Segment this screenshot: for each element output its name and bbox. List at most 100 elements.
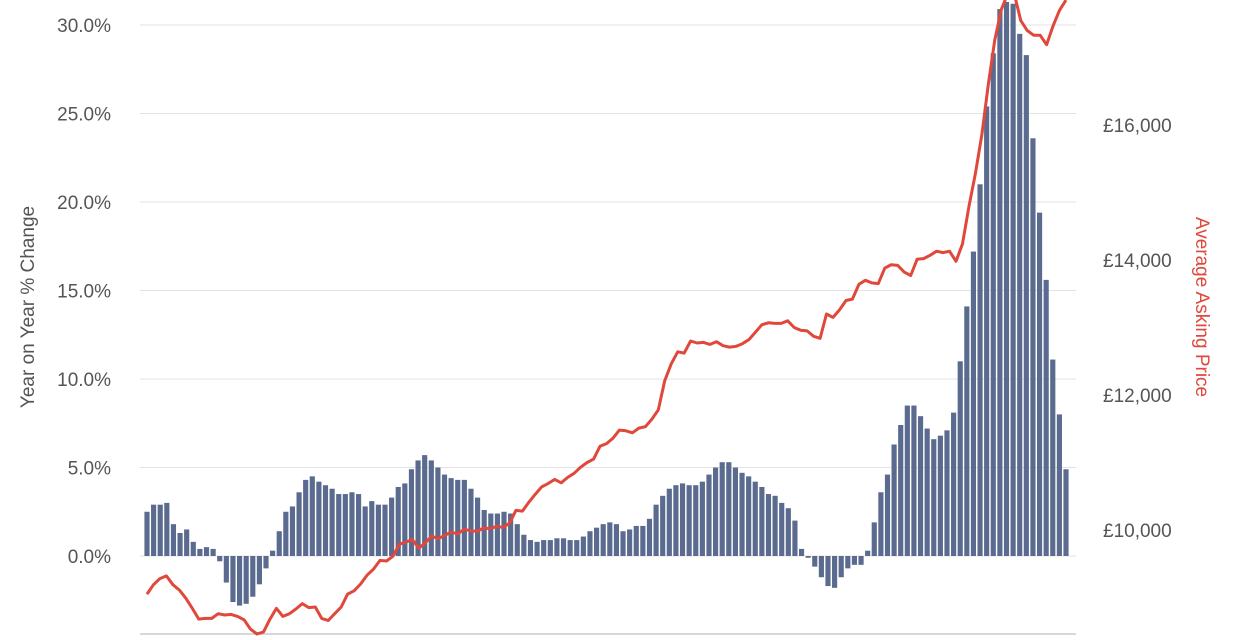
bar	[706, 474, 712, 556]
bar	[627, 529, 633, 556]
bar	[488, 513, 494, 556]
bar	[990, 53, 996, 556]
bar	[825, 556, 831, 587]
bar	[613, 524, 619, 556]
bar	[898, 425, 904, 556]
bar	[970, 251, 977, 556]
bar	[805, 556, 811, 558]
bar	[660, 495, 666, 556]
y2-tick-label: £16,000	[1103, 116, 1172, 137]
bar	[236, 556, 243, 606]
bar	[316, 481, 322, 556]
bar	[389, 497, 395, 556]
bar	[904, 405, 910, 556]
bar	[851, 556, 858, 565]
bar	[640, 525, 646, 556]
bar	[534, 541, 540, 556]
y2-tick-label: £14,000	[1103, 251, 1172, 272]
bar	[713, 467, 719, 556]
bar	[501, 511, 507, 556]
bar	[289, 506, 296, 556]
bar	[508, 513, 514, 556]
bar	[726, 462, 732, 556]
bar	[547, 540, 553, 556]
bar	[951, 412, 957, 556]
bar	[415, 460, 421, 556]
bar	[441, 474, 448, 556]
bar	[177, 532, 183, 556]
bar	[256, 556, 262, 585]
bar	[858, 556, 864, 565]
bar	[719, 462, 725, 556]
bar	[739, 472, 745, 556]
bar	[455, 479, 461, 556]
y-tick-label: 10.0%	[57, 370, 111, 391]
bar	[203, 547, 210, 556]
bar	[620, 531, 626, 556]
bar	[911, 405, 917, 556]
bar	[322, 485, 329, 556]
bar	[865, 550, 871, 556]
bar	[521, 534, 527, 556]
bar	[514, 524, 520, 556]
bar	[699, 481, 705, 556]
bar	[276, 531, 282, 556]
bar	[1030, 138, 1036, 556]
price-line	[145, 0, 1068, 636]
bar	[798, 548, 805, 556]
bar	[263, 556, 269, 569]
y-tick-label: 0.0%	[68, 547, 111, 568]
bar	[435, 467, 441, 556]
bar	[917, 416, 924, 556]
bar	[779, 502, 785, 556]
bar	[594, 527, 600, 556]
y-tick-label: 25.0%	[57, 105, 111, 126]
bar	[924, 428, 930, 556]
y2-tick-label: £10,000	[1103, 521, 1172, 542]
bar	[170, 524, 177, 556]
bar	[408, 469, 415, 556]
bar	[977, 184, 983, 557]
bar	[342, 494, 348, 556]
grid-lines	[140, 24, 1076, 635]
bar	[587, 531, 593, 556]
right-axis-ticks: £10,000 £12,000 £14,000 £16,000	[1103, 116, 1172, 542]
bar	[765, 494, 772, 556]
bar	[937, 435, 943, 556]
y-tick-label: 5.0%	[68, 459, 111, 480]
bar	[349, 492, 355, 556]
bar	[428, 460, 434, 556]
bar	[997, 9, 1003, 556]
y-axis-label: Year on Year % Change	[18, 206, 39, 408]
bar	[448, 478, 454, 556]
bar	[666, 488, 672, 556]
bar	[845, 556, 851, 569]
bar	[772, 495, 778, 556]
bar	[838, 556, 844, 578]
bar	[164, 502, 170, 556]
bar	[296, 492, 302, 556]
bar	[1017, 33, 1023, 557]
price-line-series	[145, 0, 1068, 636]
bar	[944, 430, 950, 556]
bar	[184, 529, 190, 556]
bar	[746, 476, 752, 556]
bar	[270, 550, 276, 556]
bar	[752, 481, 758, 556]
bar	[1043, 279, 1049, 556]
y2-axis-label: Average Asking Price	[1191, 217, 1212, 397]
bar	[1050, 359, 1056, 556]
bar	[891, 444, 897, 556]
bar	[1010, 3, 1016, 556]
bar	[679, 483, 686, 556]
bar	[964, 306, 970, 556]
bar	[230, 556, 236, 603]
bar	[151, 504, 157, 556]
bar	[653, 504, 659, 556]
bar	[984, 106, 990, 557]
bar	[600, 524, 606, 556]
bar	[309, 476, 315, 556]
bar	[382, 504, 388, 556]
bar	[792, 520, 798, 556]
